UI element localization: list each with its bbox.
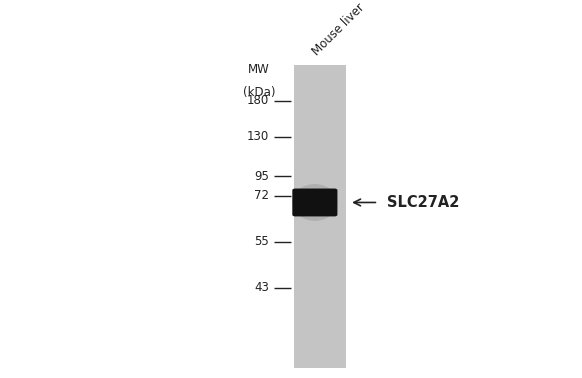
Text: (kDa): (kDa)	[243, 86, 275, 99]
Bar	[294, 65, 346, 368]
Text: 55: 55	[254, 235, 269, 248]
Ellipse shape	[292, 184, 338, 221]
Text: 43: 43	[254, 281, 269, 294]
Text: 130: 130	[247, 130, 269, 143]
FancyBboxPatch shape	[292, 189, 338, 217]
Text: SLC27A2: SLC27A2	[387, 195, 459, 210]
Text: 180: 180	[247, 94, 269, 107]
Text: 72: 72	[254, 189, 269, 202]
Text: Mouse liver: Mouse liver	[310, 1, 367, 58]
Text: 95: 95	[254, 170, 269, 183]
Text: MW: MW	[248, 63, 270, 76]
